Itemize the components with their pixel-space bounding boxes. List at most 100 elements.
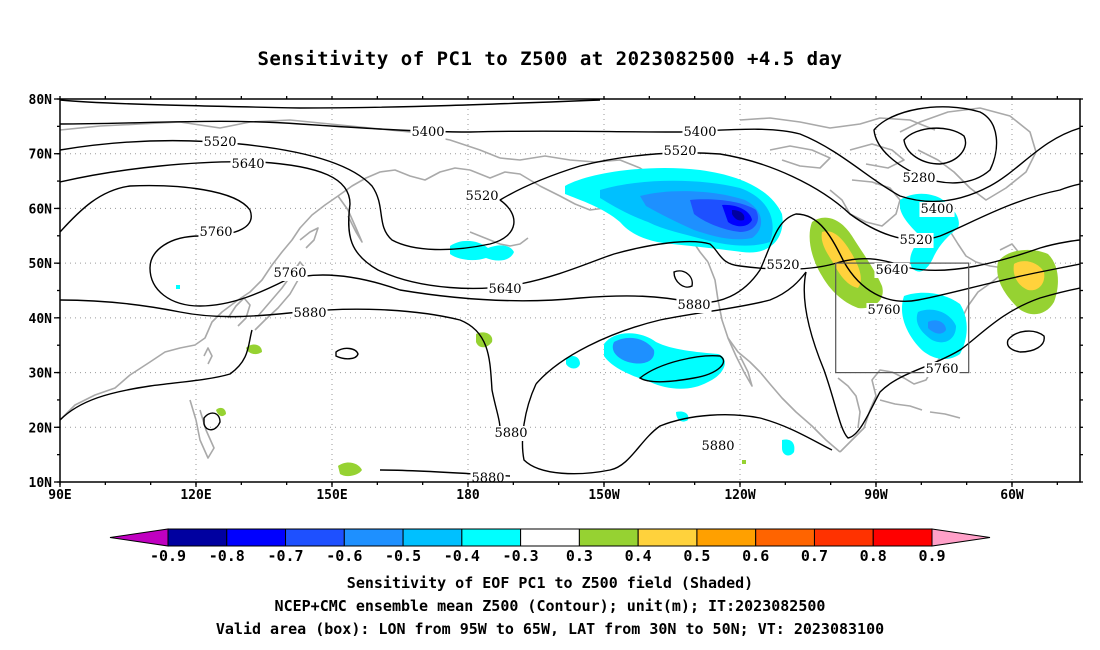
footer-shading-note: Sensitivity of EOF PC1 to Z500 field (Sh… bbox=[346, 574, 754, 592]
lat-label: 20N bbox=[29, 421, 53, 436]
colorbar-bin bbox=[343, 528, 404, 547]
lon-label: 60W bbox=[1000, 488, 1024, 503]
contour-label: 5880 bbox=[701, 439, 734, 454]
contour-label: 5280 bbox=[902, 171, 935, 186]
contour-label: 5400 bbox=[683, 125, 716, 140]
contour-label-bg bbox=[292, 306, 328, 321]
colorbar-tick-label: 0.9 bbox=[918, 547, 945, 565]
shaded-sensitivity bbox=[176, 167, 1058, 477]
lat-label: 50N bbox=[29, 257, 53, 272]
contour-label: 5520 bbox=[899, 233, 932, 248]
lon-label: 150E bbox=[316, 488, 347, 503]
contour-label-bg bbox=[493, 426, 529, 441]
lat-label: 60N bbox=[29, 202, 53, 217]
footer-contour-note: NCEP+CMC ensemble mean Z500 (Contour); u… bbox=[274, 597, 826, 615]
contour-label: 5760 bbox=[867, 303, 900, 318]
lat-label: 80N bbox=[29, 93, 53, 108]
plot-area bbox=[60, 99, 1080, 482]
contour-label: 5880 bbox=[471, 471, 504, 486]
contour-label: 5880 bbox=[293, 306, 326, 321]
colorbar-bin bbox=[578, 528, 639, 547]
contour-label-bg bbox=[898, 233, 934, 248]
lat-label: 70N bbox=[29, 148, 53, 163]
contour-label-bg bbox=[901, 171, 937, 186]
contour-label: 5400 bbox=[920, 202, 953, 217]
latitude-axis: 80N 70N 60N 50N 40N 30N 20N 10N bbox=[29, 93, 53, 491]
colorbar-tick-label: -0.3 bbox=[503, 547, 539, 565]
contour-label: 5520 bbox=[663, 144, 696, 159]
contour-label-bg bbox=[662, 144, 698, 159]
colorbar-bin bbox=[285, 528, 345, 547]
axis-ticks bbox=[54, 96, 1083, 487]
contour-label-bg bbox=[866, 303, 902, 318]
colorbar-bin bbox=[755, 528, 815, 547]
colorbar-bin bbox=[461, 528, 522, 547]
footer-valid-area-note: Valid area (box): LON from 95W to 65W, L… bbox=[215, 620, 885, 638]
contour-label-bg bbox=[682, 125, 718, 140]
chart-title: Sensitivity of PC1 to Z500 at 2023082500… bbox=[257, 48, 843, 70]
contour-label: 5520 bbox=[465, 189, 498, 204]
contour-label: 5640 bbox=[875, 263, 908, 278]
contour-label: 5760 bbox=[273, 266, 306, 281]
contour-label: 5760 bbox=[199, 225, 232, 240]
contour-label: 5520 bbox=[766, 258, 799, 273]
colorbar-tick-label: 0.7 bbox=[801, 547, 828, 565]
colorbar-tick-label: -0.8 bbox=[209, 547, 245, 565]
contour-label-bg bbox=[198, 225, 234, 240]
colorbar-high-triangle bbox=[931, 528, 991, 547]
lon-label: 90E bbox=[48, 488, 71, 503]
contour-label-bg bbox=[919, 202, 955, 217]
colorbar-bin bbox=[226, 528, 287, 547]
lon-label: 150W bbox=[588, 488, 619, 503]
colorbar-tick-label: 0.6 bbox=[742, 547, 769, 565]
contour-label-bg bbox=[272, 266, 308, 281]
colorbar-bin bbox=[520, 528, 580, 547]
colorbar-tick-label: 0.4 bbox=[625, 547, 652, 565]
contour-label: 5640 bbox=[231, 157, 264, 172]
contour-label: 5520 bbox=[203, 135, 236, 150]
contour-label-bg bbox=[924, 362, 960, 377]
contour-label: 5640 bbox=[488, 282, 521, 297]
colorbar: -0.9 -0.8 -0.7 -0.6 -0.5 -0.4 -0.3 0.3 0.4 0.5 0.6… bbox=[109, 528, 991, 565]
colorbar-bin bbox=[167, 528, 228, 547]
lat-label: 40N bbox=[29, 312, 53, 327]
colorbar-low-triangle bbox=[109, 528, 169, 547]
contour-label: 5880 bbox=[494, 426, 527, 441]
lon-label: 90W bbox=[864, 488, 888, 503]
lon-label: 120W bbox=[724, 488, 755, 503]
contour-label-bg bbox=[765, 258, 801, 273]
contour-label-bg bbox=[676, 298, 712, 313]
colorbar-tick-label: -0.9 bbox=[150, 547, 186, 565]
colorbar-tick-label: -0.4 bbox=[444, 547, 480, 565]
colorbar-tick-label: 0.5 bbox=[683, 547, 710, 565]
colorbar-bin bbox=[872, 528, 933, 547]
z500-contours bbox=[60, 99, 1080, 477]
contour-label: 5880 bbox=[677, 298, 710, 313]
contour-label-bg bbox=[487, 282, 523, 297]
colorbar-bin bbox=[402, 528, 463, 547]
lat-label: 30N bbox=[29, 367, 53, 382]
contour-label-bg bbox=[470, 471, 506, 482]
contour-label-bg bbox=[700, 439, 736, 454]
contour-label-bg bbox=[230, 157, 266, 172]
contour-label-bg bbox=[874, 263, 910, 278]
contour-label: 5400 bbox=[411, 125, 444, 140]
colorbar-tick-label: 0.3 bbox=[566, 547, 593, 565]
colorbar-bin bbox=[696, 528, 757, 547]
colorbar-tick-label: -0.7 bbox=[267, 547, 303, 565]
colorbar-tick-label: -0.5 bbox=[385, 547, 421, 565]
colorbar-tick-label: 0.8 bbox=[860, 547, 887, 565]
contour-label-bg bbox=[464, 189, 500, 204]
colorbar-tick-label: -0.6 bbox=[326, 547, 362, 565]
contour-label-bg bbox=[202, 135, 238, 150]
longitude-axis: 90E 120E 150E 180 150W 120W 90W 60W bbox=[48, 488, 1024, 503]
contour-labels: 5520 5400 5400 5520 5640 5520 5280 5760 5520 5400… bbox=[198, 125, 960, 486]
lat-label: 10N bbox=[29, 476, 53, 491]
lon-label: 120E bbox=[180, 488, 211, 503]
colorbar-bin bbox=[813, 528, 874, 547]
lon-label: 180 bbox=[456, 488, 480, 503]
colorbar-bin bbox=[637, 528, 698, 547]
contour-label: 5760 bbox=[925, 362, 958, 377]
contour-label-bg bbox=[410, 125, 446, 140]
